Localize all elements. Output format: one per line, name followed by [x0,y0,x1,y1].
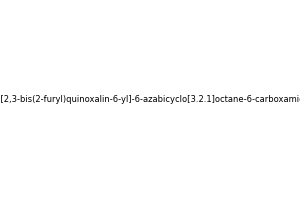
Text: N-[2,3-bis(2-furyl)quinoxalin-6-yl]-6-azabicyclo[3.2.1]octane-6-carboxamide: N-[2,3-bis(2-furyl)quinoxalin-6-yl]-6-az… [0,96,300,104]
